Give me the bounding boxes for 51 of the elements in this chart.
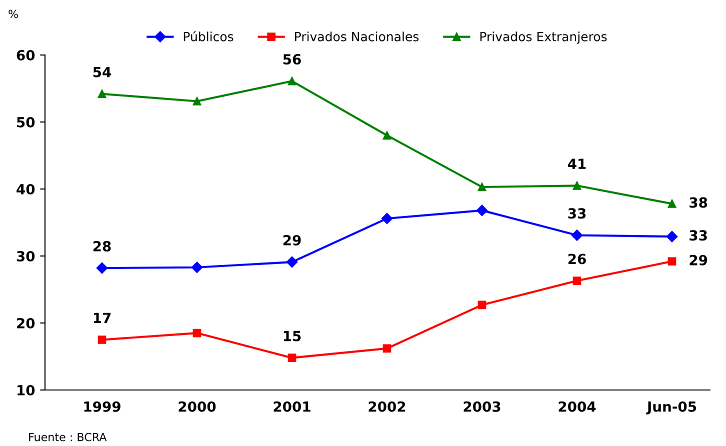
point (668, 200, 676, 208)
point (96, 262, 108, 274)
point (572, 181, 582, 190)
point (478, 182, 486, 192)
point (668, 257, 676, 266)
y-tick-label: 50 (17, 116, 35, 128)
data-label: 17 (94, 312, 111, 323)
point (476, 204, 488, 216)
data-label: 26 (568, 254, 586, 264)
x-tick-label: 1999 (84, 401, 120, 412)
point (286, 256, 298, 268)
point (98, 336, 106, 344)
legend-label: Privados Nacionales (295, 32, 419, 42)
point (666, 230, 678, 242)
point (192, 97, 202, 106)
point (571, 230, 583, 241)
data-label: 29 (690, 254, 708, 266)
y-tick-label: 30 (16, 250, 35, 262)
data-label: 41 (568, 158, 586, 169)
data-label: 38 (690, 197, 708, 208)
point (478, 300, 486, 310)
data-label: 33 (690, 230, 707, 241)
legend-label: Privados Extranjeros (480, 32, 607, 44)
point (382, 131, 392, 140)
x-tick-label: Jun-05 (646, 401, 696, 414)
x-tick-label: 2000 (178, 401, 216, 412)
y-tick-label: 10 (18, 384, 35, 396)
source-note: Fuente : BCRA (29, 432, 107, 442)
point (572, 276, 582, 285)
y-tick-label: 60 (16, 50, 35, 60)
point (191, 262, 203, 273)
y-tick-label: 20 (17, 318, 35, 328)
point (192, 328, 202, 338)
point (98, 90, 106, 98)
x-tick-label: 2002 (368, 401, 406, 412)
point (381, 212, 393, 224)
data-label: 15 (284, 330, 301, 342)
x-tick-label: 2003 (464, 401, 500, 412)
data-label: 29 (283, 234, 301, 246)
x-tick-label: 2004 (558, 401, 596, 412)
point (382, 344, 392, 353)
x-tick-label: 2001 (274, 401, 310, 412)
y-tick-label: 40 (16, 184, 35, 194)
legend-label: Públicos (184, 31, 234, 42)
point (288, 354, 296, 362)
point (288, 76, 296, 86)
data-label: 33 (568, 208, 586, 219)
y-axis-title: % (8, 10, 18, 18)
data-label: 56 (283, 54, 301, 65)
data-label: 54 (93, 66, 112, 78)
data-label: 28 (93, 240, 111, 252)
